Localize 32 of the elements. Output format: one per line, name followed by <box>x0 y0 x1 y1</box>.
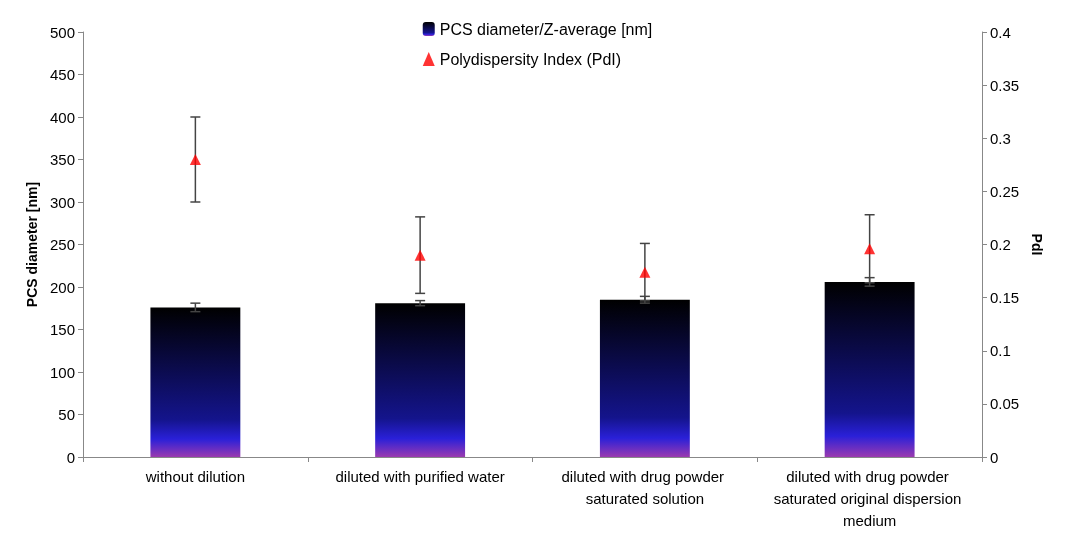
y2-tick-label: 0.35 <box>990 76 1020 94</box>
point <box>414 249 426 261</box>
y2-tick-label: 0 <box>990 448 999 466</box>
y-tick-label: 400 <box>49 108 75 126</box>
y-tick-label: 0 <box>66 448 75 466</box>
y-axis-title: PCS diameter [nm] <box>24 181 40 308</box>
y2-tick-label: 0.1 <box>990 342 1011 360</box>
legend-label: Polydispersity Index (PdI) <box>439 50 622 68</box>
y-tick-label: 350 <box>49 151 75 168</box>
point <box>639 266 651 278</box>
y2-tick-label: 0.05 <box>990 395 1020 413</box>
y-tick-label: 450 <box>49 66 75 83</box>
y2-tick-label: 0.25 <box>990 182 1020 200</box>
y2-axis-title: PdI <box>1029 233 1046 256</box>
y-tick-label: 250 <box>49 236 75 253</box>
y-tick-label: 150 <box>49 321 75 338</box>
y-tick-label: 200 <box>49 278 75 296</box>
point <box>189 154 201 165</box>
y-tick-label: 300 <box>49 193 75 211</box>
y-tick-label: 50 <box>58 406 75 423</box>
y-tick-label: 100 <box>49 363 75 381</box>
y-tick-label: 500 <box>49 23 75 41</box>
y2-tick-label: 0.3 <box>990 129 1011 147</box>
y2-tick-label: 0.4 <box>990 23 1011 41</box>
legend-label: PCS diameter/Z-average [nm] <box>439 20 653 38</box>
y2-tick-label: 0.15 <box>990 289 1020 307</box>
x-tick-label: diluted with drug powder saturated original dispersion medium <box>773 467 966 529</box>
x-tick-label: diluted with drug powder saturated solution <box>561 467 729 507</box>
point <box>864 243 876 255</box>
y2-tick-label: 0.2 <box>990 236 1011 253</box>
x-tick-label: without dilution <box>144 467 245 485</box>
x-tick-label: diluted with purified water <box>335 467 505 485</box>
